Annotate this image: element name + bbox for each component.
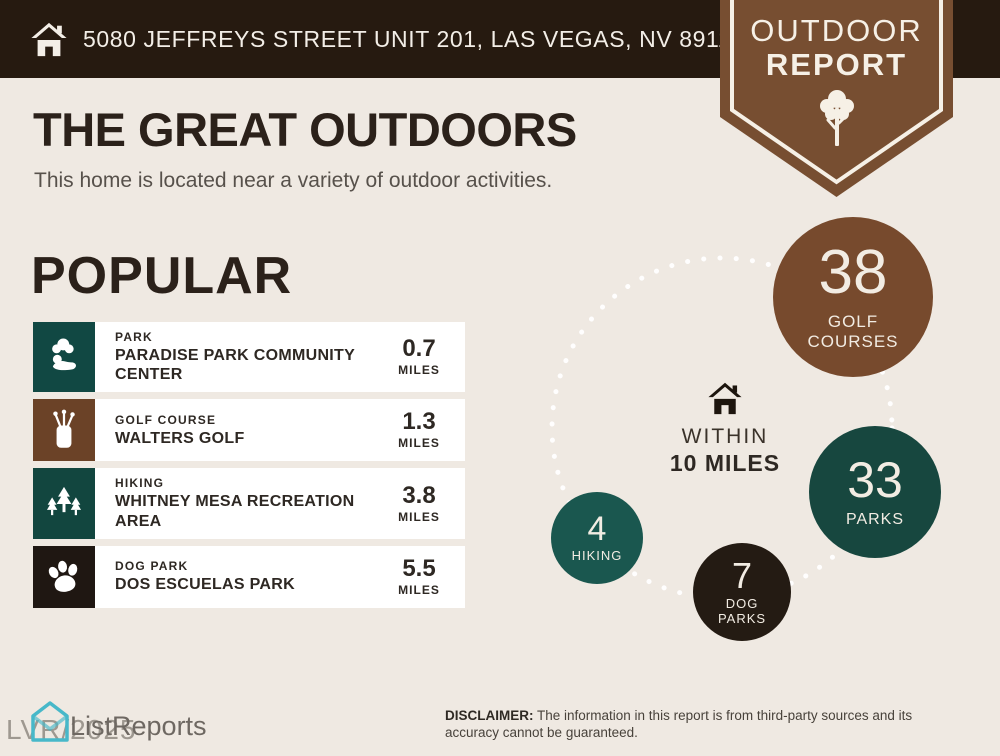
distance-unit: MILES <box>398 582 440 597</box>
activity-category: HIKING <box>115 476 165 491</box>
activity-name: PARADISE PARK COMMUNITY CENTER <box>115 347 355 384</box>
parks-bubble: 33 PARKS <box>809 426 941 558</box>
badge-title-line2: REPORT <box>765 47 908 82</box>
golf-courses-bubble: 38 GOLF COURSES <box>773 217 933 377</box>
golf-tile <box>33 399 95 462</box>
activity-texts: DOG PARK DOS ESCUELAS PARK <box>115 559 383 594</box>
activity-card: GOLF COURSE WALTERS GOLF 1.3 MILES <box>95 399 465 462</box>
pine-trees-icon <box>46 486 82 515</box>
popular-activity-list: PARK PARADISE PARK COMMUNITY CENTER 0.7 … <box>33 322 465 615</box>
hiking-label: HIKING <box>571 548 623 564</box>
hiking-tile <box>33 468 95 539</box>
dog-parks-bubble: 7 DOG PARKS <box>693 543 791 641</box>
golf-courses-count: 38 <box>818 238 888 308</box>
parks-count: 33 <box>847 451 903 508</box>
activity-distance: 5.5 MILES <box>383 554 455 597</box>
distance-value: 1.3 <box>402 408 436 436</box>
page-subtitle: This home is located near a variety of o… <box>34 169 553 192</box>
activity-card: PARK PARADISE PARK COMMUNITY CENTER 0.7 … <box>95 322 465 393</box>
disclaimer-label: DISCLAIMER: <box>445 708 534 723</box>
activity-texts: GOLF COURSE WALTERS GOLF <box>115 413 383 448</box>
activity-name: DOS ESCUELAS PARK <box>115 576 295 594</box>
distance-value: 0.7 <box>402 335 436 363</box>
hiking-count: 4 <box>587 510 607 549</box>
distance-unit: MILES <box>398 509 440 524</box>
dog-parks-label: DOG PARKS <box>717 595 767 626</box>
tree-icon <box>819 90 854 146</box>
distance-unit: MILES <box>398 436 440 451</box>
activity-texts: PARK PARADISE PARK COMMUNITY CENTER <box>115 330 383 384</box>
hiking-bubble: 4 HIKING <box>551 492 643 584</box>
activity-category: GOLF COURSE <box>115 412 217 427</box>
listreports-logo-icon <box>31 701 69 742</box>
distance-unit: MILES <box>398 363 440 378</box>
page-title: THE GREAT OUTDOORS <box>33 103 577 156</box>
dog-park-tile <box>33 545 95 608</box>
activity-distance: 3.8 MILES <box>383 481 455 524</box>
distance-value: 3.8 <box>402 481 436 509</box>
activity-card: DOG PARK DOS ESCUELAS PARK 5.5 MILES <box>95 545 465 608</box>
activity-row-park: PARK PARADISE PARK COMMUNITY CENTER 0.7 … <box>33 322 465 393</box>
within-label: WITHIN <box>681 425 769 448</box>
activity-texts: HIKING WHITNEY MESA RECREATION AREA <box>115 476 383 530</box>
parks-label: PARKS <box>845 510 905 528</box>
watermark: LVR/2025 <box>6 714 137 745</box>
radius-miles-label: 10 MILES <box>669 450 781 476</box>
popular-heading: POPULAR <box>31 247 293 305</box>
activity-distance: 0.7 MILES <box>383 335 455 378</box>
park-icon <box>52 338 77 371</box>
activity-category: DOG PARK <box>115 559 189 574</box>
distance-value: 5.5 <box>402 554 436 582</box>
paw-icon <box>48 560 78 592</box>
house-icon <box>708 382 742 415</box>
brand-name: ListReports <box>70 711 207 741</box>
activity-distance: 1.3 MILES <box>383 408 455 451</box>
dog-parks-count: 7 <box>731 554 753 596</box>
home-icon <box>31 22 67 57</box>
activity-row-golf: GOLF COURSE WALTERS GOLF 1.3 MILES <box>33 399 465 462</box>
badge-title-line1: OUTDOOR <box>750 13 923 48</box>
disclaimer: DISCLAIMER: The information in this repo… <box>445 708 967 742</box>
park-tile <box>33 322 95 393</box>
activity-name: WALTERS GOLF <box>115 429 245 447</box>
outdoor-report-badge: OUTDOOR REPORT <box>720 0 953 202</box>
activity-row-hiking: HIKING WHITNEY MESA RECREATION AREA 3.8 … <box>33 468 465 539</box>
golf-courses-label: GOLF COURSES <box>807 312 899 351</box>
golf-bag-icon <box>53 409 75 449</box>
activity-row-dog-park: DOG PARK DOS ESCUELAS PARK 5.5 MILES <box>33 545 465 608</box>
activity-category: PARK <box>115 330 153 344</box>
disclaimer-text: The information in this report is from t… <box>445 708 913 740</box>
property-address: 5080 JEFFREYS STREET UNIT 201, LAS VEGAS… <box>83 25 745 52</box>
activity-card: HIKING WHITNEY MESA RECREATION AREA 3.8 … <box>95 468 465 539</box>
radius-center: WITHIN 10 MILES <box>645 381 805 477</box>
activity-name: WHITNEY MESA RECREATION AREA <box>115 493 355 530</box>
